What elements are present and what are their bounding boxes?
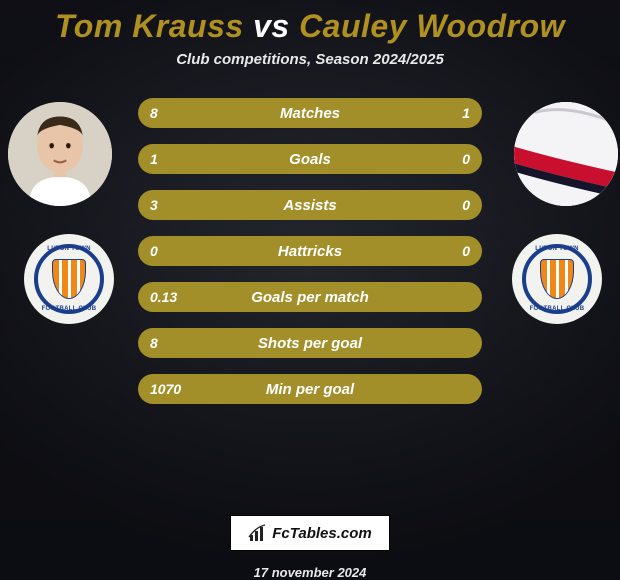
stat-value-right: 1	[462, 105, 470, 121]
stat-label: Goals	[138, 151, 482, 168]
title-player2: Cauley Woodrow	[299, 8, 565, 44]
date-text: 17 november 2024	[254, 565, 367, 580]
crest-top-text: LUTON TOWN	[522, 246, 592, 252]
content-root: Tom Krauss vs Cauley Woodrow Club compet…	[0, 0, 620, 580]
stat-value-right: 0	[462, 151, 470, 167]
stat-row: 8Matches1	[138, 98, 482, 128]
logo-box: FcTables.com	[230, 515, 390, 551]
stat-label: Assists	[138, 197, 482, 214]
stat-row: 1Goals0	[138, 144, 482, 174]
avatar-player1	[8, 102, 112, 206]
crest-inner: LUTON TOWN FOOTBALL CLUB	[522, 244, 592, 314]
page-title: Tom Krauss vs Cauley Woodrow	[55, 8, 565, 45]
crest-top-text: LUTON TOWN	[34, 246, 104, 252]
stat-value-right: 0	[462, 243, 470, 259]
bars-chart-icon	[248, 523, 268, 543]
stat-value-right: 0	[462, 197, 470, 213]
avatar-player1-svg	[8, 102, 112, 206]
subtitle: Club competitions, Season 2024/2025	[176, 51, 444, 68]
title-vs: vs	[253, 8, 290, 44]
stat-bars: 8Matches11Goals03Assists00Hattricks00.13…	[138, 98, 482, 420]
crest-player1: LUTON TOWN FOOTBALL CLUB	[24, 234, 114, 324]
stat-row: 0.13Goals per match	[138, 282, 482, 312]
stat-row: 8Shots per goal	[138, 328, 482, 358]
stat-row: 1070Min per goal	[138, 374, 482, 404]
logo-text: FcTables.com	[272, 525, 371, 542]
stat-label: Goals per match	[138, 289, 482, 306]
compare-area: LUTON TOWN FOOTBALL CLUB LUTON TOWN FOOT…	[0, 86, 620, 515]
crest-inner: LUTON TOWN FOOTBALL CLUB	[34, 244, 104, 314]
stat-label: Shots per goal	[138, 335, 482, 352]
stat-row: 0Hattricks0	[138, 236, 482, 266]
title-player1: Tom Krauss	[55, 8, 244, 44]
crest-bottom-text: FOOTBALL CLUB	[522, 306, 592, 312]
avatar-player2	[514, 102, 618, 206]
stat-label: Min per goal	[138, 381, 482, 398]
stat-row: 3Assists0	[138, 190, 482, 220]
crest-bottom-text: FOOTBALL CLUB	[34, 306, 104, 312]
stat-label: Matches	[138, 105, 482, 122]
avatar-player2-svg	[514, 102, 618, 206]
stat-label: Hattricks	[138, 243, 482, 260]
crest-player2: LUTON TOWN FOOTBALL CLUB	[512, 234, 602, 324]
